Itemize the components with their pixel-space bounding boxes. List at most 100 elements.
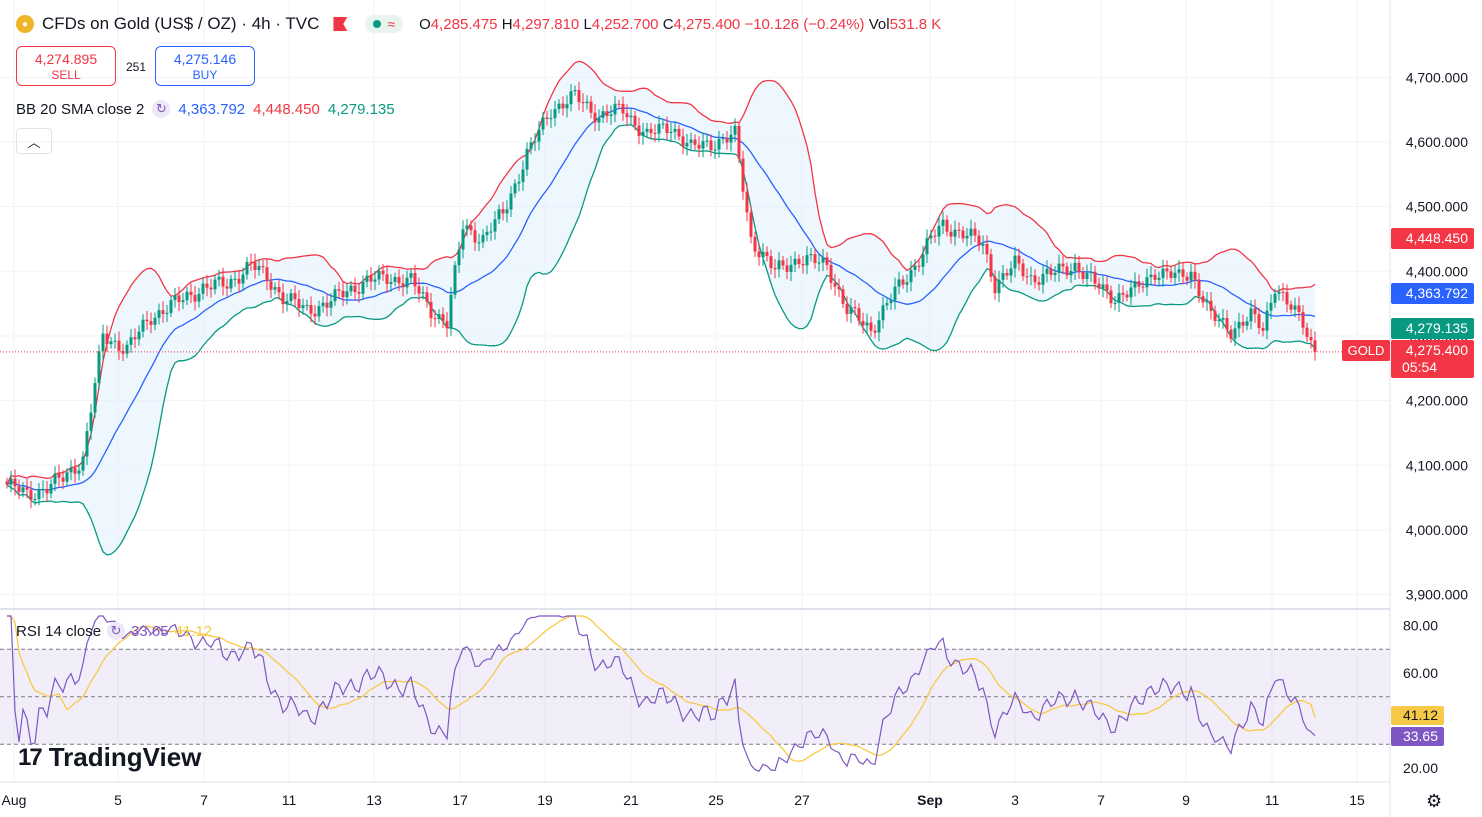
candle-body xyxy=(741,158,745,192)
candle-body xyxy=(1037,282,1041,285)
candle-body xyxy=(569,91,573,105)
candle-body xyxy=(125,344,129,354)
rsi-tag-text: 33.65 xyxy=(1403,728,1438,744)
bb-basis-value: 4,363.792 xyxy=(178,100,246,118)
candles xyxy=(5,81,1317,509)
candle-body xyxy=(153,317,157,325)
candle-body xyxy=(521,169,525,182)
sell-button[interactable]: 4,274.895 SELL xyxy=(16,46,116,86)
candle-body xyxy=(849,307,853,315)
market-status-pill[interactable]: ≈ xyxy=(365,15,404,33)
candle-body xyxy=(237,278,241,284)
buy-button[interactable]: 4,275.146 BUY xyxy=(155,46,255,86)
candle-body xyxy=(1041,273,1045,285)
bb-lower-price-tag-text: 4,279.135 xyxy=(1406,320,1468,336)
candle-body xyxy=(565,104,569,109)
candle-body xyxy=(1113,302,1117,304)
candle-body xyxy=(1253,308,1257,315)
bb-legend[interactable]: BB 20 SMA close 2 ↻ 4,363.792 4,448.450 … xyxy=(16,100,395,118)
candle-body xyxy=(333,289,337,302)
candle-body xyxy=(853,307,857,309)
candle-body xyxy=(913,265,917,270)
collapse-legend-button[interactable]: ︿ xyxy=(16,128,52,154)
sell-label: SELL xyxy=(51,68,81,82)
price-axis[interactable]: 4,700.0004,600.0004,500.0004,400.0004,30… xyxy=(1406,69,1468,602)
logo-text: TradingView xyxy=(48,742,202,772)
price-tick-label: 4,500.000 xyxy=(1406,199,1468,215)
candle-body xyxy=(1149,274,1153,278)
candle-body xyxy=(697,144,701,149)
candle-body xyxy=(321,302,325,307)
ohlc-readout: O4,285.475 H4,297.810 L4,252.700 C4,275.… xyxy=(419,16,941,33)
candle-body xyxy=(297,299,301,309)
candle-body xyxy=(869,322,873,331)
candle-body xyxy=(229,278,233,289)
candle-body xyxy=(621,103,625,114)
candle-body xyxy=(873,330,877,333)
candle-body xyxy=(921,254,925,267)
candle-body xyxy=(817,262,821,264)
candle-body xyxy=(233,278,237,280)
buy-label: BUY xyxy=(192,68,218,82)
refresh-icon[interactable]: ↻ xyxy=(107,622,126,640)
candle-body xyxy=(805,255,809,266)
bollinger-band-fill xyxy=(7,61,1315,555)
wave-icon: ≈ xyxy=(387,16,396,32)
candle-body xyxy=(661,123,665,125)
candle-body xyxy=(525,148,529,170)
symbol-title[interactable]: CFDs on Gold (US$ / OZ) · 4h · TVC xyxy=(42,14,320,33)
candle-body xyxy=(781,260,785,266)
rsi-legend[interactable]: RSI 14 close ↻ 33.65 41.12 xyxy=(16,622,212,640)
candle-body xyxy=(1229,329,1233,339)
candle-body xyxy=(745,191,749,213)
time-axis[interactable]: Aug 5 7 11 13 17 19 21 25 27 Sep 3 7 9 11 15 xyxy=(2,792,1365,808)
time-tick-label: 5 xyxy=(114,792,122,808)
candle-body xyxy=(581,102,585,104)
candle-body xyxy=(473,230,477,243)
candle-body xyxy=(209,287,213,290)
candle-body xyxy=(25,487,29,490)
candle-body xyxy=(1081,271,1085,279)
flag-icon[interactable] xyxy=(333,17,348,31)
candle-body xyxy=(633,115,637,126)
sell-price: 4,274.895 xyxy=(34,51,98,67)
candle-body xyxy=(337,289,341,291)
candle-body xyxy=(481,235,485,243)
candle-body xyxy=(997,279,1001,294)
candle-body xyxy=(949,231,953,237)
candle-body xyxy=(1273,293,1277,303)
time-tick-label: 3 xyxy=(1011,792,1019,808)
market-open-dot-icon xyxy=(373,20,382,28)
refresh-icon[interactable]: ↻ xyxy=(152,100,171,118)
rsi-axis[interactable]: 80.00 60.00 20.00 xyxy=(1403,618,1438,777)
candle-body xyxy=(517,181,521,184)
time-tick-label: 17 xyxy=(452,792,468,808)
candle-body xyxy=(909,269,913,283)
candle-body xyxy=(1277,291,1281,294)
rsi-ma-value: 41.12 xyxy=(174,622,213,640)
candle-body xyxy=(705,140,709,142)
candle-body xyxy=(445,321,449,329)
bb-lower-value: 4,279.135 xyxy=(327,100,395,118)
candle-body xyxy=(289,293,293,302)
candle-body xyxy=(677,128,681,137)
settings-gear-icon[interactable]: ⚙ xyxy=(1426,791,1443,811)
symbol-header[interactable]: ● CFDs on Gold (US$ / OZ) · 4h · TVC ≈ O… xyxy=(16,14,941,34)
bb-lower-price-tag xyxy=(1391,318,1474,339)
candle-body xyxy=(1297,305,1301,312)
candle-body xyxy=(881,305,885,321)
candle-body xyxy=(597,117,601,123)
candle-body xyxy=(609,114,613,116)
candle-body xyxy=(1209,300,1213,311)
candle-body xyxy=(249,261,253,263)
candle-body xyxy=(113,340,117,342)
candle-body xyxy=(737,125,741,159)
tradingview-logo[interactable]: 17 TradingView xyxy=(18,742,201,773)
candle-body xyxy=(593,112,597,123)
candle-body xyxy=(437,314,441,319)
candle-body xyxy=(305,304,309,306)
candle-body xyxy=(1305,327,1309,338)
candle-body xyxy=(837,286,841,290)
candle-body xyxy=(361,281,365,294)
